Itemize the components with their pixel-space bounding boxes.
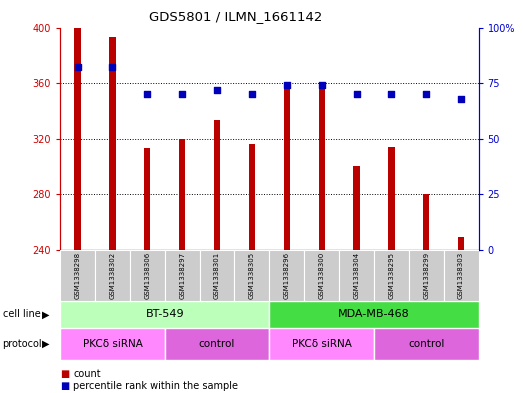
Point: [213, 86, 221, 93]
Bar: [74, 28, 81, 250]
Bar: [374, 250, 409, 301]
Bar: [444, 250, 479, 301]
Bar: [354, 166, 360, 250]
Bar: [130, 250, 165, 301]
Bar: [60, 250, 95, 301]
Point: [282, 82, 291, 88]
Text: control: control: [408, 339, 445, 349]
Bar: [283, 82, 290, 250]
Text: BT-549: BT-549: [145, 309, 184, 320]
Text: GSM1338298: GSM1338298: [75, 252, 81, 299]
Text: GSM1338303: GSM1338303: [458, 252, 464, 299]
Bar: [458, 237, 464, 250]
Text: protocol: protocol: [3, 339, 42, 349]
Text: GSM1338302: GSM1338302: [109, 252, 116, 299]
Text: cell line: cell line: [3, 309, 40, 320]
Text: MDA-MB-468: MDA-MB-468: [338, 309, 410, 320]
Bar: [200, 250, 234, 301]
Text: ▶: ▶: [42, 339, 50, 349]
Text: GSM1338295: GSM1338295: [389, 252, 394, 299]
Text: GSM1338300: GSM1338300: [319, 252, 325, 299]
Bar: [388, 147, 394, 250]
Bar: [304, 250, 339, 301]
Text: ■: ■: [60, 381, 70, 391]
Text: GSM1338304: GSM1338304: [354, 252, 359, 299]
Bar: [409, 250, 444, 301]
Bar: [214, 121, 220, 250]
Bar: [269, 328, 374, 360]
Text: PKCδ siRNA: PKCδ siRNA: [83, 339, 142, 349]
Bar: [423, 194, 429, 250]
Bar: [269, 250, 304, 301]
Text: ■: ■: [60, 369, 70, 379]
Point: [387, 91, 395, 97]
Bar: [269, 301, 479, 328]
Bar: [339, 250, 374, 301]
Bar: [109, 37, 116, 250]
Bar: [249, 144, 255, 250]
Point: [317, 82, 326, 88]
Point: [353, 91, 361, 97]
Text: control: control: [199, 339, 235, 349]
Bar: [60, 301, 269, 328]
Text: count: count: [73, 369, 101, 379]
Text: GSM1338297: GSM1338297: [179, 252, 185, 299]
Bar: [60, 328, 165, 360]
Point: [108, 64, 117, 71]
Bar: [165, 328, 269, 360]
Point: [178, 91, 186, 97]
Bar: [95, 250, 130, 301]
Text: percentile rank within the sample: percentile rank within the sample: [73, 381, 238, 391]
Point: [73, 64, 82, 71]
Text: GDS5801 / ILMN_1661142: GDS5801 / ILMN_1661142: [149, 10, 322, 23]
Bar: [165, 250, 200, 301]
Bar: [179, 139, 185, 250]
Bar: [374, 328, 479, 360]
Bar: [319, 86, 325, 250]
Text: GSM1338299: GSM1338299: [423, 252, 429, 299]
Point: [422, 91, 430, 97]
Text: GSM1338305: GSM1338305: [249, 252, 255, 299]
Point: [457, 95, 465, 102]
Text: GSM1338296: GSM1338296: [284, 252, 290, 299]
Text: GSM1338306: GSM1338306: [144, 252, 150, 299]
Text: ▶: ▶: [42, 309, 50, 320]
Text: GSM1338301: GSM1338301: [214, 252, 220, 299]
Bar: [234, 250, 269, 301]
Point: [143, 91, 152, 97]
Text: PKCδ siRNA: PKCδ siRNA: [292, 339, 351, 349]
Bar: [144, 148, 151, 250]
Point: [248, 91, 256, 97]
